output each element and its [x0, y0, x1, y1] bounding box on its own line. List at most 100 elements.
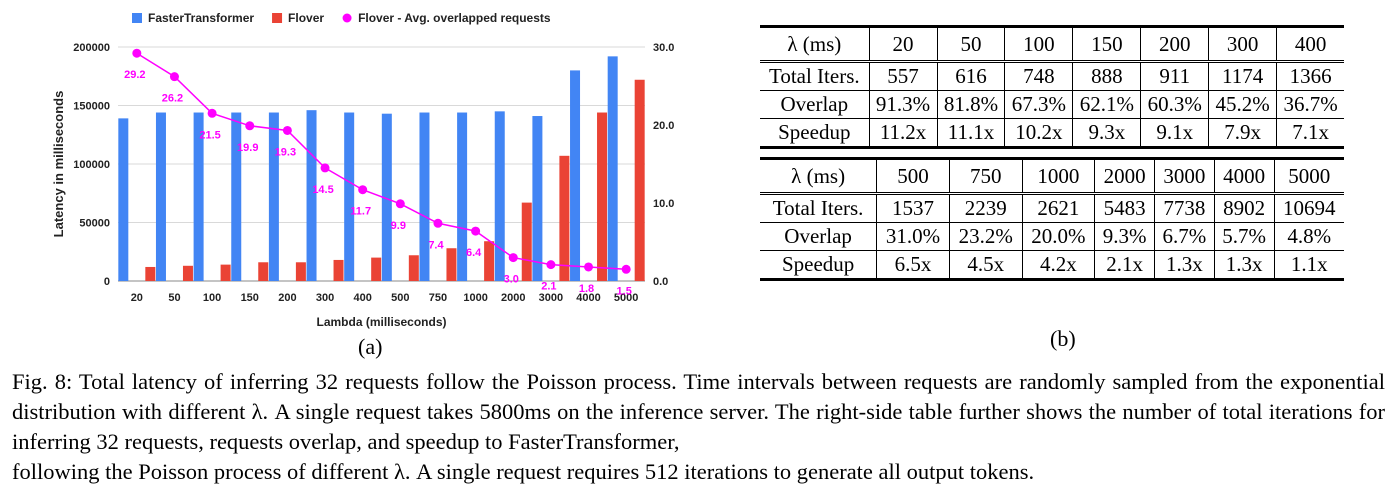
- caption-body: Fig. 8: Total latency of inferring 32 re…: [12, 369, 1385, 454]
- overlap-data-label: 6.4: [466, 247, 482, 259]
- table-cell: 6.5x: [876, 250, 950, 280]
- table-cell: 2621: [1021, 192, 1095, 223]
- table-cell: 8902: [1213, 192, 1275, 223]
- legend-label: Flover: [288, 11, 324, 25]
- table-cell: 11.2x: [868, 118, 938, 148]
- y-tick-label: 100000: [73, 159, 110, 171]
- table-cell: 67.3%: [1004, 90, 1073, 119]
- table-cell: 10.2x: [1004, 118, 1073, 148]
- table-cell: 60.3%: [1140, 90, 1209, 119]
- row-label: Overlap: [760, 90, 870, 119]
- table-cell: 10694: [1273, 192, 1344, 223]
- header-cell: 300: [1208, 26, 1277, 62]
- bar-fastertransformer: [532, 116, 543, 281]
- bar-fastertransformer: [494, 111, 505, 281]
- bar-fastertransformer: [419, 112, 430, 282]
- table-cell: 5.7%: [1213, 222, 1275, 251]
- legend-swatch: [132, 13, 142, 23]
- table-cell: 1.3x: [1153, 250, 1215, 280]
- table-cell: 9.3%: [1094, 222, 1155, 251]
- overlap-point: [433, 218, 443, 228]
- bar-fastertransformer: [381, 113, 392, 281]
- latency-chart: 0 50000 100000 150000 200000 0.0 10.0 20.0 30.0 2…: [51, 11, 674, 329]
- table-row-total-iters: Total Iters. 1537 2239 2621 5483 7738 89…: [760, 192, 1344, 223]
- row-label: Total Iters.: [760, 60, 870, 91]
- table-cell: 4.2x: [1021, 250, 1095, 280]
- table-cell: 616: [936, 60, 1005, 91]
- overlap-point: [546, 260, 556, 270]
- y-tick-label: 50000: [79, 218, 110, 230]
- header-cell: 50: [936, 26, 1005, 62]
- x-tick-label: 400: [353, 292, 371, 304]
- bar-fastertransformer: [193, 112, 204, 282]
- y2-tick-label: 30.0: [653, 42, 674, 54]
- table-cell: 9.3x: [1072, 118, 1141, 148]
- bar-fastertransformer: [118, 118, 129, 282]
- table-cell: 1174: [1208, 60, 1277, 91]
- overlap-point: [584, 262, 594, 272]
- table-cell: 7.1x: [1276, 118, 1344, 148]
- table-cell: 1366: [1276, 60, 1344, 91]
- table-cell: 4.5x: [948, 250, 1023, 280]
- overlap-point: [132, 48, 142, 58]
- bar-flover: [295, 262, 306, 281]
- table-cell: 2.1x: [1094, 250, 1155, 280]
- x-tick-label: 500: [391, 292, 409, 304]
- bar-flover: [446, 248, 457, 281]
- overlap-data-label: 19.3: [275, 146, 296, 158]
- table-cell: 748: [1004, 60, 1073, 91]
- overlap-point: [282, 125, 292, 135]
- overlap-point: [471, 226, 481, 236]
- table-cell: 1537: [876, 192, 950, 223]
- header-cell: 4000: [1213, 158, 1275, 194]
- header-cell: λ (ms): [791, 164, 846, 188]
- table-cell: 2239: [948, 192, 1023, 223]
- bar-flover: [634, 79, 645, 281]
- y-axis-title: Latency in milliseconds: [51, 91, 66, 238]
- table-cell: 20.0%: [1021, 222, 1095, 251]
- table-row-speedup: Speedup 6.5x 4.5x 4.2x 2.1x 1.3x 1.3x 1.…: [760, 250, 1344, 280]
- header-cell: 2000: [1094, 158, 1155, 194]
- figure-a: 0 50000 100000 150000 200000 0.0 10.0 20.0 30.0 2…: [0, 0, 700, 345]
- overlap-point: [395, 199, 405, 209]
- y-tick-label: 200000: [73, 42, 110, 54]
- y-tick-label: 0: [104, 276, 110, 288]
- overlap-data-label: 7.4: [428, 239, 444, 251]
- bar-fastertransformer: [457, 112, 468, 282]
- overlap-point: [320, 163, 330, 173]
- overlap-data-label: 3.0: [504, 274, 519, 286]
- row-label: Speedup: [760, 118, 870, 148]
- x-tick-label: 3000: [539, 292, 563, 304]
- table-cell: 11.1x: [936, 118, 1005, 148]
- row-label: Overlap: [760, 222, 877, 251]
- table-cell: 7738: [1153, 192, 1215, 223]
- y-tick-label: 150000: [73, 101, 110, 113]
- bar-flover: [182, 265, 193, 281]
- table-row-speedup: Speedup 11.2x 11.1x 10.2x 9.3x 9.1x 7.9x…: [760, 118, 1344, 148]
- table-cell: 911: [1140, 60, 1209, 91]
- x-tick-label: 200: [278, 292, 296, 304]
- overlap-data-label: 1.8: [579, 283, 594, 295]
- bar-fastertransformer: [570, 70, 581, 282]
- header-cell: 20: [868, 26, 938, 62]
- table-header-row: λ (ms) 20 50 100 150 200 300 400: [760, 26, 1344, 62]
- bar-fastertransformer: [231, 112, 242, 282]
- table-cell: 23.2%: [948, 222, 1023, 251]
- header-cell: 400: [1276, 26, 1344, 62]
- table-cell: 4.8%: [1273, 222, 1344, 251]
- bar-flover: [371, 257, 382, 281]
- x-tick-label: 20: [131, 292, 143, 304]
- x-tick-label: 300: [316, 292, 334, 304]
- x-tick-label: 100: [203, 292, 221, 304]
- table-header-row: λ (ms) 500 750 1000 2000 3000 4000 5000: [760, 158, 1344, 194]
- table-cell: 1.3x: [1213, 250, 1275, 280]
- row-label: Speedup: [760, 250, 877, 280]
- legend-swatch: [342, 13, 352, 23]
- table-row-total-iters: Total Iters. 557 616 748 888 911 1174 13…: [760, 60, 1344, 91]
- table-row-overlap: Overlap 31.0% 23.2% 20.0% 9.3% 6.7% 5.7%…: [760, 222, 1344, 251]
- header-cell: λ (ms): [787, 32, 842, 56]
- bar-fastertransformer: [155, 112, 166, 282]
- bar-flover: [220, 264, 231, 281]
- bar-flover: [559, 155, 570, 281]
- bar-fastertransformer: [306, 110, 317, 282]
